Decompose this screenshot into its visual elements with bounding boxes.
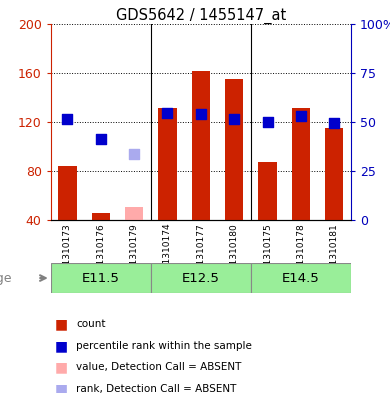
Text: ■: ■ (55, 360, 68, 375)
Text: count: count (76, 319, 106, 329)
Text: ■: ■ (55, 317, 68, 331)
Text: E12.5: E12.5 (182, 272, 220, 285)
Point (131, 151, 137, 157)
Bar (251, 263, 351, 293)
Point (264, 119, 271, 125)
Bar (225, 79, 243, 220)
Bar (292, 108, 310, 220)
Text: ■: ■ (55, 382, 68, 393)
Bar (191, 72, 210, 220)
Point (98, 136, 104, 142)
Text: E11.5: E11.5 (82, 272, 120, 285)
Text: value, Detection Call = ABSENT: value, Detection Call = ABSENT (76, 362, 241, 373)
Bar (259, 162, 277, 220)
Bar (58, 166, 76, 220)
Text: percentile rank within the sample: percentile rank within the sample (76, 341, 252, 351)
Bar (325, 128, 344, 220)
Title: GDS5642 / 1455147_at: GDS5642 / 1455147_at (116, 7, 286, 24)
Text: rank, Detection Call = ABSENT: rank, Detection Call = ABSENT (76, 384, 236, 393)
Text: age: age (0, 272, 12, 285)
Point (298, 112, 304, 119)
Point (231, 116, 238, 123)
Point (331, 120, 337, 126)
Text: ■: ■ (55, 339, 68, 353)
Bar (158, 108, 177, 220)
Bar (151, 263, 251, 293)
Point (64, 116, 71, 123)
Bar (125, 207, 143, 220)
Text: E14.5: E14.5 (282, 272, 320, 285)
Point (198, 111, 204, 118)
Bar (51, 263, 151, 293)
Bar (92, 213, 110, 220)
Point (164, 110, 170, 116)
